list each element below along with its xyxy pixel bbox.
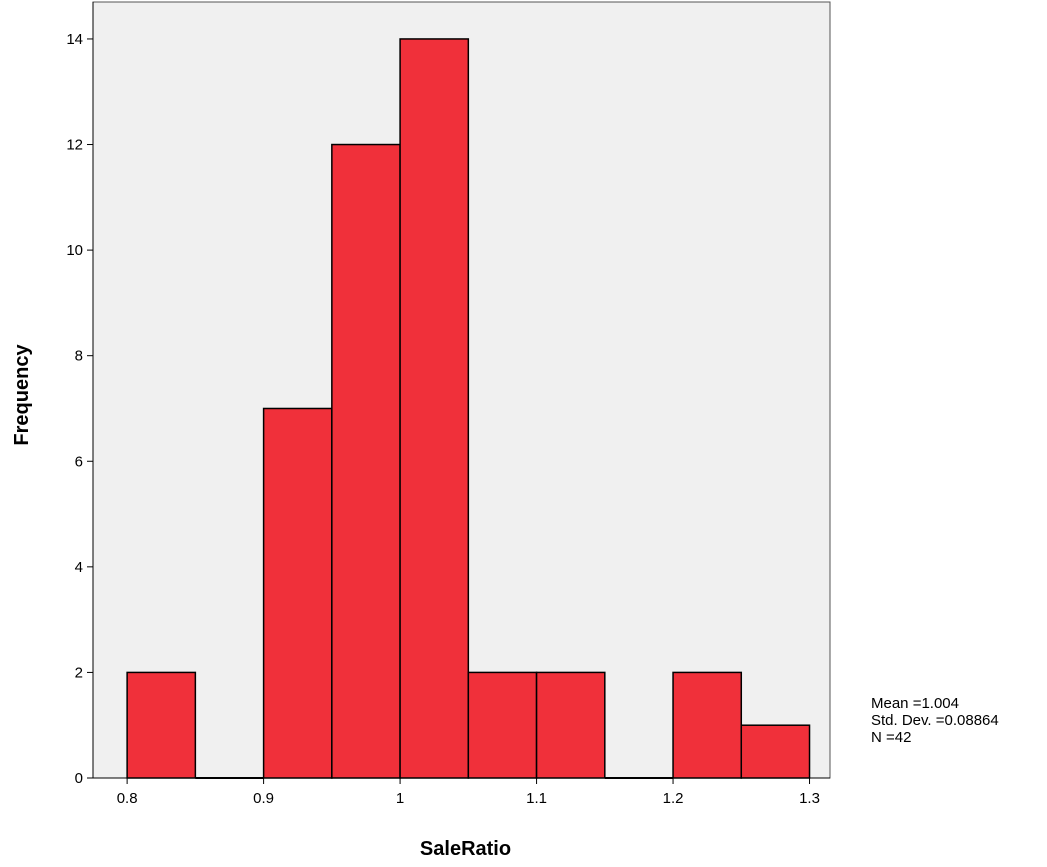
y-tick-label: 0 [75,770,83,787]
x-tick-label: 1.1 [526,790,547,807]
x-axis: 0.8 0.9 1 1.1 1.2 1.3 [93,777,830,807]
x-tick-label: 1.2 [663,790,684,807]
y-tick-label: 6 [75,453,83,470]
histogram-bar [399,38,470,779]
histogram-bar [126,671,197,779]
x-tick-label: 0.9 [253,790,274,807]
mean-stat: Mean =1.004 [871,695,959,712]
x-tick-label: 0.8 [117,790,138,807]
std-dev-stat: Std. Dev. =0.08864 [871,712,999,729]
y-tick-label: 14 [66,31,83,48]
histogram-bar [672,671,743,779]
y-tick-label: 10 [66,242,83,259]
histogram-bar [331,143,401,779]
y-tick-label: 8 [75,348,83,365]
histogram-bar [262,407,333,779]
histogram-bar [740,724,811,779]
y-axis-title: Frequency [11,344,33,446]
histogram-bar [535,671,606,779]
x-tick-label: 1 [396,790,404,807]
y-tick-label: 4 [75,559,83,576]
y-tick-label: 2 [75,664,83,681]
histogram-bar [467,671,538,779]
y-tick-label: 12 [66,137,83,154]
summary-statistics: Mean =1.004 Std. Dev. =0.08864 N =42 [871,695,999,746]
x-tick-label: 1.3 [799,790,820,807]
n-stat: N =42 [871,729,912,746]
x-axis-title: SaleRatio [420,838,511,860]
y-axis: 0 2 4 6 8 10 12 14 [66,2,94,787]
